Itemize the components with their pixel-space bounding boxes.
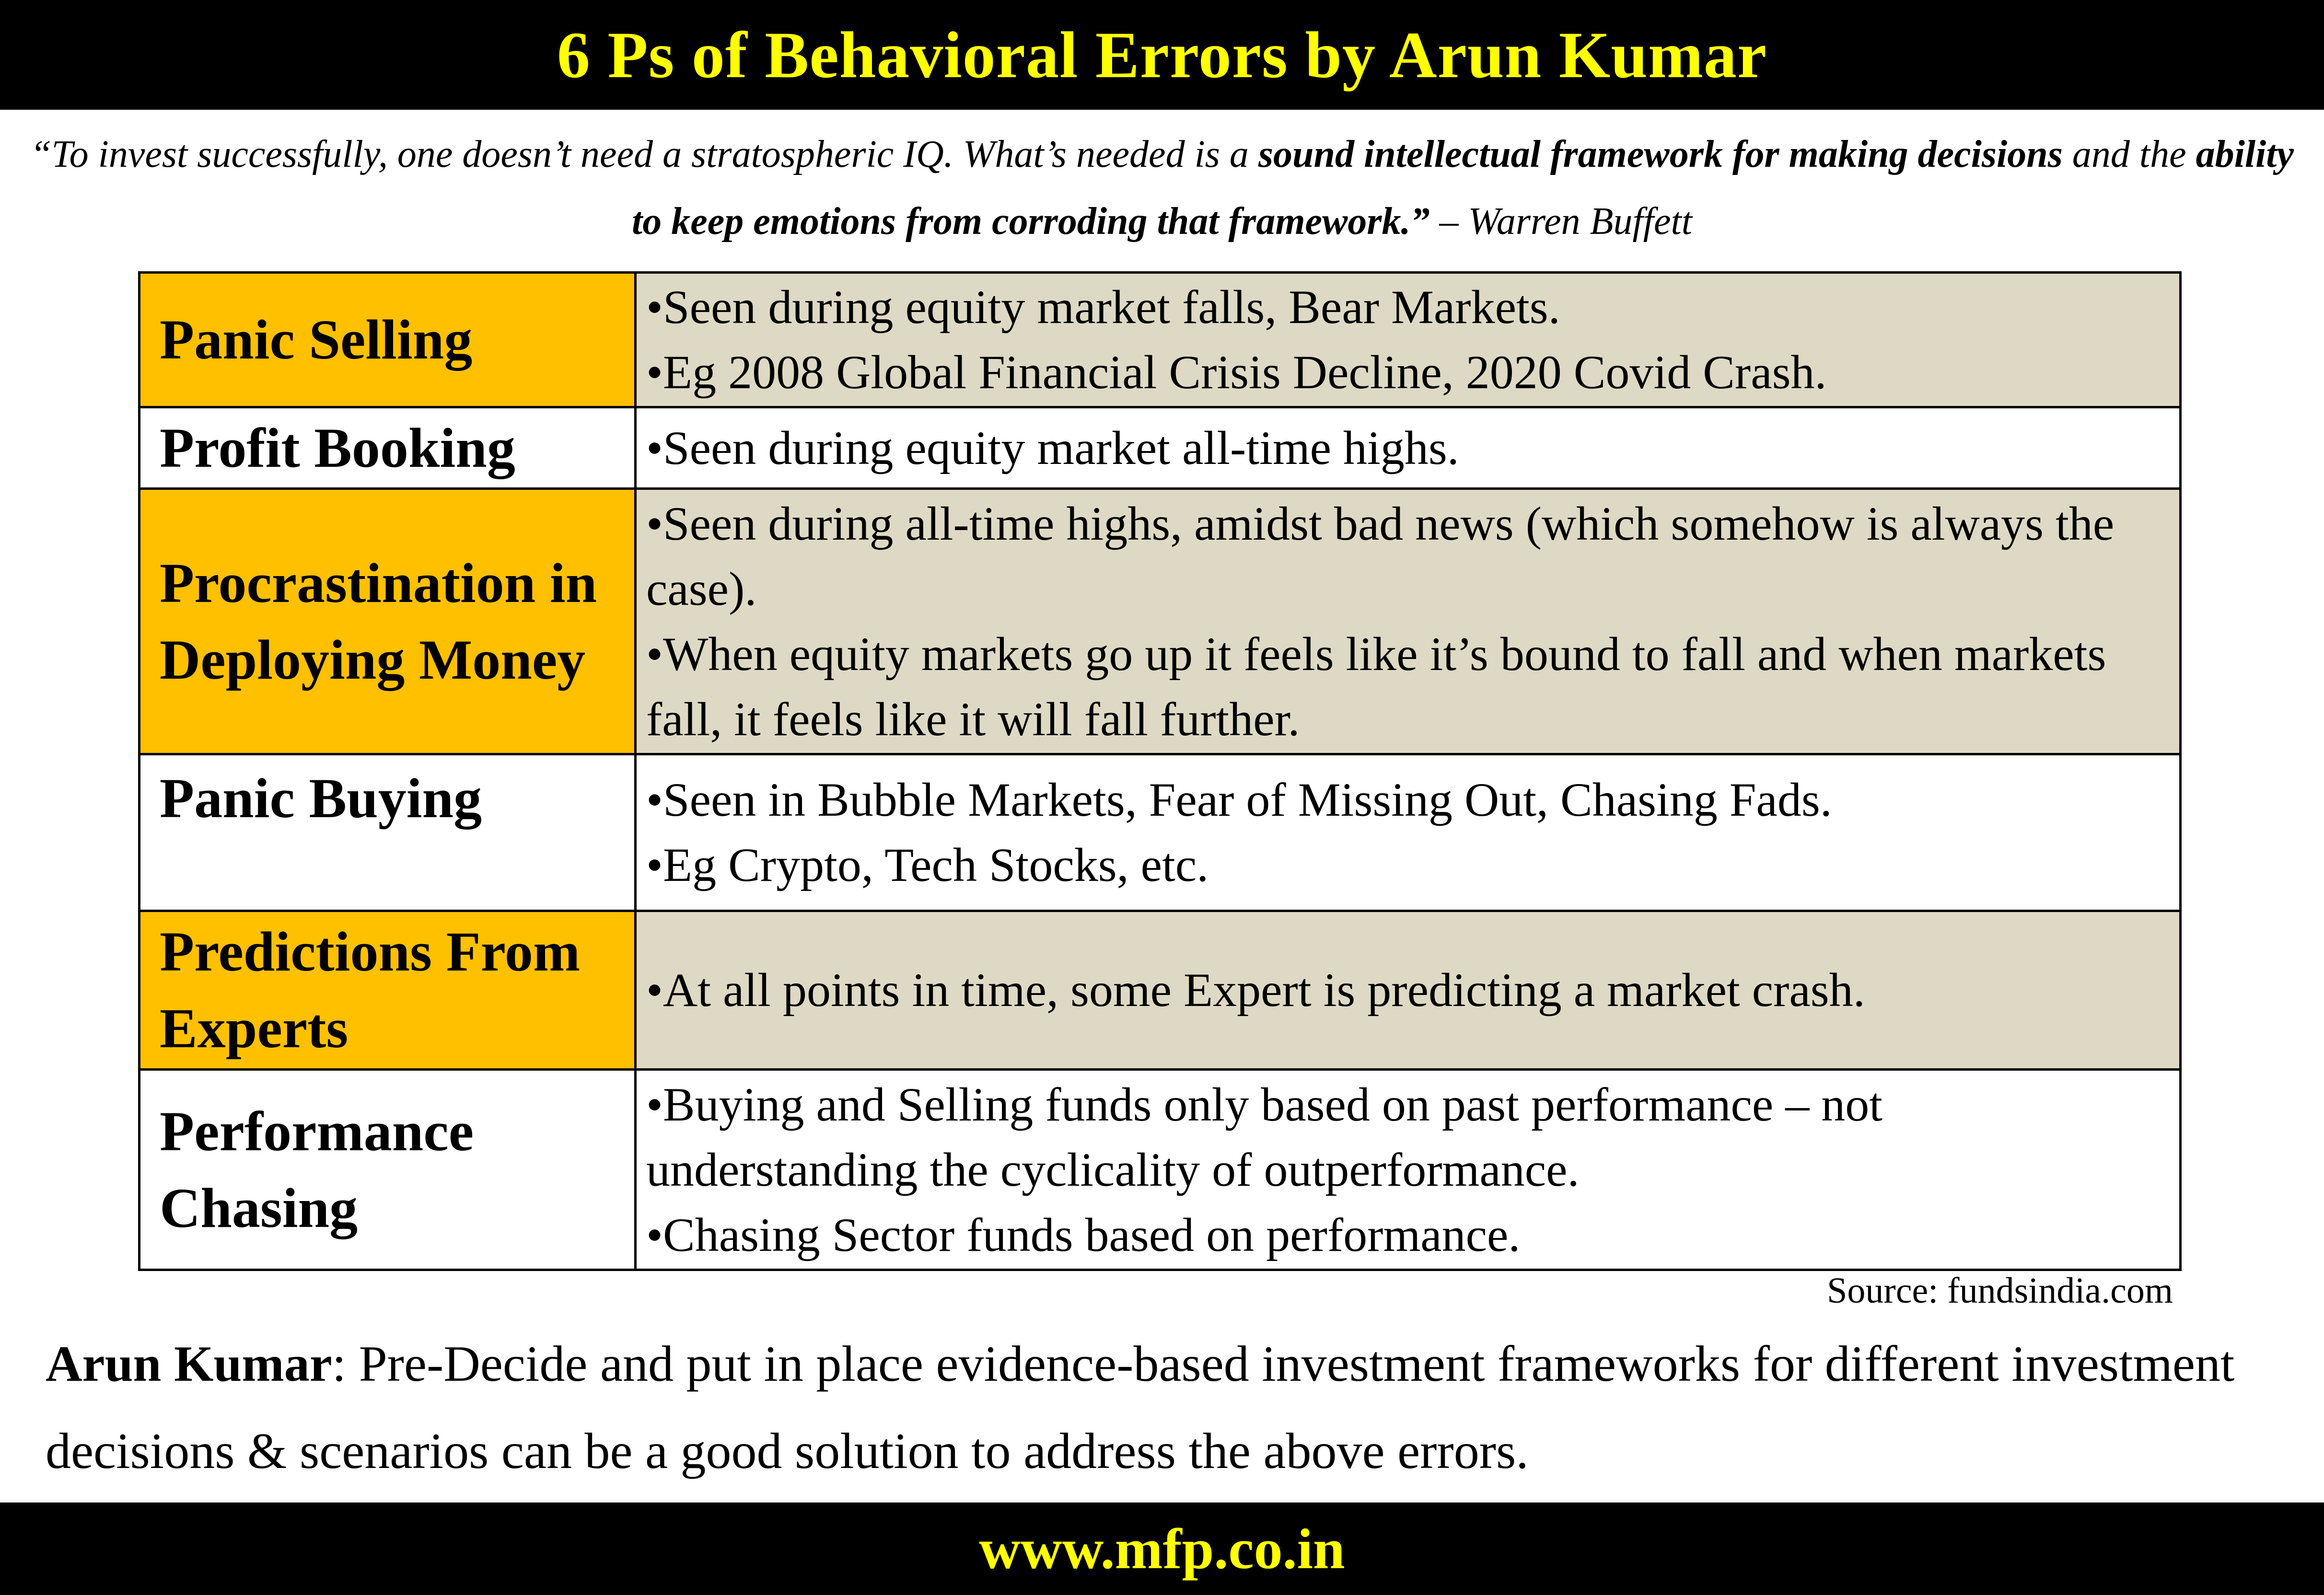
table-row: Panic Selling •Seen during equity market… (138, 271, 2182, 408)
table-row: Panic Buying •Seen in Bubble Markets, Fe… (138, 753, 2182, 912)
quote-attribution: – Warren Buffett (1429, 200, 1692, 243)
error-description: •Seen during equity market falls, Bear M… (634, 271, 2182, 408)
title-bar: 6 Ps of Behavioral Errors by Arun Kumar (0, 0, 2324, 110)
bullet-point: •Buying and Selling funds only based on … (646, 1077, 1883, 1196)
error-description: •Buying and Selling funds only based on … (634, 1068, 2182, 1271)
table-row: Predictions From Experts •At all points … (138, 910, 2182, 1071)
error-name: Performance Chasing (138, 1068, 637, 1271)
quote-emphasis: ability to keep emotions from corroding … (632, 133, 2294, 243)
table-row: Profit Booking •Seen during equity marke… (138, 406, 2182, 490)
table-row: Procrastination in Deploying Money •Seen… (138, 487, 2182, 755)
source-credit: Source: fundsindia.com (1827, 1271, 2173, 1311)
bullet-point: •Seen during equity market falls, Bear M… (646, 280, 1560, 334)
footer-bar: www.mfp.co.in (0, 1503, 2324, 1595)
quote-text: and the (2062, 133, 2196, 175)
author-note: Arun Kumar: Pre-Decide and put in place … (46, 1320, 2295, 1495)
bullet-point: •Seen during all-time highs, amidst bad … (646, 497, 2115, 615)
table-row: Performance Chasing •Buying and Selling … (138, 1068, 2182, 1271)
bullet-point: •Eg 2008 Global Financial Crisis Decline… (646, 346, 1827, 399)
website-link[interactable]: www.mfp.co.in (979, 1516, 1345, 1581)
bullet-point: •Chasing Sector funds based on performan… (646, 1208, 1521, 1261)
note-text: : Pre-Decide and put in place evidence-b… (46, 1336, 2235, 1479)
bullet-point: •Eg Crypto, Tech Stocks, etc. (646, 838, 1209, 891)
page-title: 6 Ps of Behavioral Errors by Arun Kumar (557, 18, 1767, 92)
note-author: Arun Kumar (46, 1336, 332, 1392)
bullet-point: •Seen in Bubble Markets, Fear of Missing… (646, 773, 1832, 826)
quote-emphasis: sound intellectual framework for making … (1258, 133, 2063, 175)
error-description: •Seen during equity market all-time high… (634, 406, 2182, 490)
bullet-point: •When equity markets go up it feels like… (646, 627, 2106, 746)
error-description: •Seen in Bubble Markets, Fear of Missing… (634, 753, 2182, 912)
error-description: •At all points in time, some Expert is p… (634, 910, 2182, 1071)
quote-text: “To invest successfully, one doesn’t nee… (30, 133, 1258, 175)
buffett-quote: “To invest successfully, one doesn’t nee… (29, 121, 2295, 255)
bullet-point: •At all points in time, some Expert is p… (646, 963, 1865, 1017)
error-name: Panic Selling (138, 271, 637, 408)
error-name: Procrastination in Deploying Money (138, 487, 637, 755)
bullet-point: •Seen during equity market all-time high… (646, 421, 1459, 474)
error-name: Panic Buying (138, 753, 637, 912)
error-name: Profit Booking (138, 406, 637, 490)
error-name: Predictions From Experts (138, 910, 637, 1071)
errors-table: Panic Selling •Seen during equity market… (138, 271, 2182, 1271)
error-description: •Seen during all-time highs, amidst bad … (634, 487, 2182, 755)
